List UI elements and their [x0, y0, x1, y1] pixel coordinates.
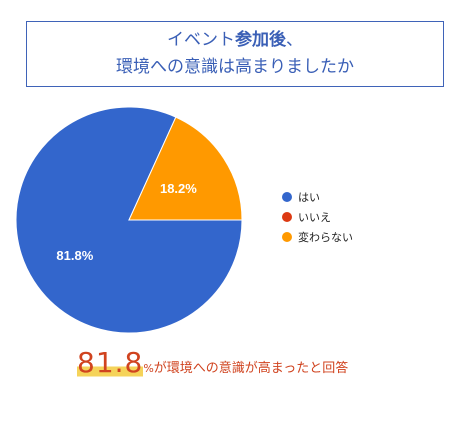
footer-percent-sign: %	[143, 362, 154, 375]
chart-title-box: イベント参加後、 環境への意識は高まりましたか	[26, 21, 444, 87]
legend-marker-2	[282, 212, 292, 222]
title-line1-bold: 参加後	[235, 30, 286, 50]
title-line1-part2: 、	[286, 30, 303, 50]
title-line-1: イベント参加後、	[167, 27, 303, 54]
legend-label-3: 変わらない	[298, 230, 353, 244]
footer-big-value: 81.8	[77, 346, 144, 379]
pie-slice-3	[128, 116, 243, 221]
slice-label-3: 18.2%	[160, 181, 197, 196]
slice-label-1: 81.8%	[56, 248, 93, 263]
footer-rest-text: が環境への意識が高まったと回答	[153, 361, 349, 376]
legend-label-2: いいえ	[298, 211, 331, 224]
title-line1-part1: イベント	[167, 30, 235, 50]
footer-summary: 81.8%が環境への意識が高まったと回答	[77, 346, 348, 379]
legend-marker-1	[282, 192, 292, 202]
legend-label-1: はい	[298, 191, 320, 204]
legend-marker-3	[282, 232, 292, 242]
title-line-2: 環境への意識は高まりましたか	[116, 57, 354, 77]
